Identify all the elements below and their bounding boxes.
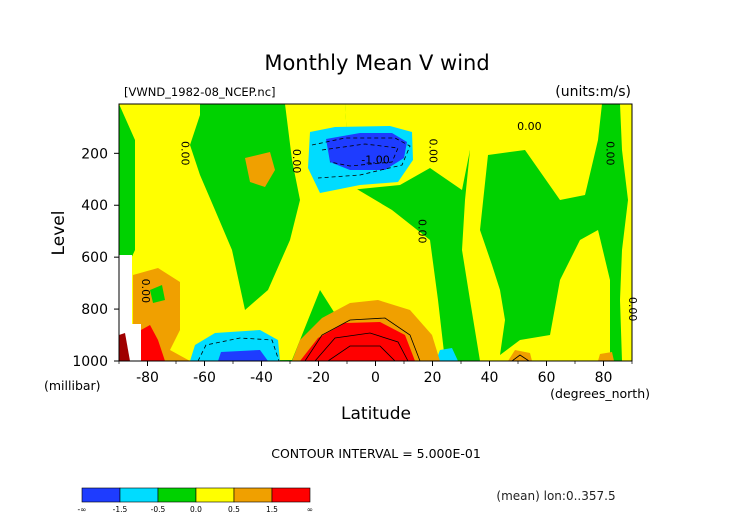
fill-cyan-mid xyxy=(436,348,458,361)
x-tick-label-4: 0 xyxy=(371,370,380,386)
y-tick-label-0: 200 xyxy=(81,146,108,162)
x-tick-label-8: 80 xyxy=(595,370,613,386)
x-tick-label-7: 60 xyxy=(538,370,556,386)
y-tick-label-2: 600 xyxy=(81,250,108,266)
contour-label-0: 0.00 xyxy=(179,141,192,166)
fill-yellow-west xyxy=(119,104,445,361)
contour-line-s2 xyxy=(304,317,421,361)
y-axis: 200 400 600 800 1000 xyxy=(72,146,119,370)
colorbar-swatch-3 xyxy=(195,487,235,503)
colorbar-label-6: ∞ xyxy=(307,505,313,514)
fill-green-patch xyxy=(150,285,165,303)
y-axis-title: Level xyxy=(49,211,69,256)
contour-line-s1 xyxy=(197,337,280,361)
footnote: (mean) lon:0..357.5 xyxy=(496,489,615,503)
y-tick-label-3: 800 xyxy=(81,302,108,318)
contour-line-e1 xyxy=(511,354,530,361)
contour-labels: 0.00 0.00 -1.00 0.00 0.00 0.00 0.00 0.00 0.00 xyxy=(139,120,639,321)
contour-label-2: -1.00 xyxy=(361,154,389,167)
fill-red-south xyxy=(300,322,415,361)
contour-interval-text: CONTOUR INTERVAL = 5.000E-01 xyxy=(271,446,481,461)
colorbar-swatch-1 xyxy=(119,487,159,503)
x-axis: -80 -60 -40 -20 0 20 40 60 80 xyxy=(118,361,633,386)
contour-label-8: 0.00 xyxy=(626,297,639,322)
x-tick-label-3: -20 xyxy=(307,370,330,386)
colorbar-label-1: -1.5 xyxy=(113,505,128,514)
contour-label-4: 0.00 xyxy=(415,219,428,244)
source-label: [VWND_1982-08_NCEP.nc] xyxy=(124,85,276,99)
fill-blue-north xyxy=(326,133,407,170)
fill-yellow-east xyxy=(462,104,610,361)
contour-label-5: 0.00 xyxy=(517,120,542,133)
contour-line-layer xyxy=(197,137,530,361)
colorbar: -∞ -1.5 -0.5 0.0 0.5 1.5 ∞ xyxy=(78,487,313,514)
contour-line-s3 xyxy=(314,332,409,361)
x-axis-unit: (degrees_north) xyxy=(550,386,650,401)
colorbar-label-0: -∞ xyxy=(78,505,87,514)
contour-label-7: 0.00 xyxy=(139,279,152,304)
fill-layer xyxy=(119,104,632,361)
colorbar-label-3: 0.0 xyxy=(190,505,202,514)
x-tick-label-0: -80 xyxy=(136,370,159,386)
colorbar-swatch-5 xyxy=(271,487,311,503)
colorbar-label-5: 1.5 xyxy=(266,505,278,514)
y-axis-unit: (millibar) xyxy=(44,378,101,393)
colorbar-swatch-4 xyxy=(233,487,273,503)
y-tick-label-1: 400 xyxy=(81,198,108,214)
x-tick-label-5: 20 xyxy=(424,370,442,386)
contour-line-n2 xyxy=(321,143,399,167)
units-label: (units:m/s) xyxy=(555,84,631,100)
plot-area xyxy=(119,104,632,361)
colorbar-swatch-0 xyxy=(81,487,121,503)
fill-blue-south xyxy=(218,350,268,361)
contour-line-n1 xyxy=(311,137,411,179)
fill-orange-small xyxy=(245,152,275,187)
fill-darkred-west xyxy=(119,333,130,361)
contour-label-1: 0.00 xyxy=(290,149,303,174)
contour-label-3: 0.00 xyxy=(427,138,440,163)
fill-yellow-edge xyxy=(620,104,632,361)
x-tick-label-2: -40 xyxy=(250,370,273,386)
colorbar-label-2: -0.5 xyxy=(151,505,166,514)
colorbar-label-4: 0.5 xyxy=(228,505,240,514)
fill-red-west xyxy=(141,325,165,361)
fill-orange-far-east xyxy=(598,352,614,361)
x-tick-label-1: -60 xyxy=(193,370,216,386)
chart-title: Monthly Mean V wind xyxy=(264,51,489,75)
x-axis-title: Latitude xyxy=(341,404,411,424)
y-tick-label-4: 1000 xyxy=(72,354,108,370)
contour-label-6: 0.00 xyxy=(603,141,616,166)
colorbar-swatch-2 xyxy=(157,487,197,503)
x-tick-label-6: 40 xyxy=(481,370,499,386)
contour-line-s4 xyxy=(327,345,396,361)
